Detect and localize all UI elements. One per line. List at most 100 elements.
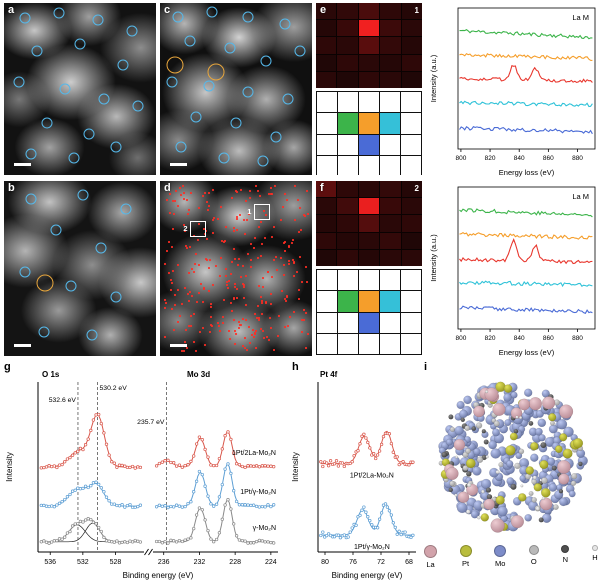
la-dot <box>191 267 194 270</box>
la-dot <box>262 286 265 288</box>
single-atom-circle <box>31 45 43 57</box>
la-dot <box>292 238 295 241</box>
la-dot <box>280 289 283 292</box>
grid-cell <box>338 155 358 175</box>
eels-spectra-plot-2: 800 820 840 860 880 Energy loss (eV) Intensity… <box>429 186 596 357</box>
la-dot <box>283 326 286 329</box>
grid-cell <box>401 270 421 291</box>
legend-label: Mo <box>494 559 506 568</box>
single-atom-circle <box>86 329 98 341</box>
svg-text:530.2 eV: 530.2 eV <box>100 385 128 392</box>
la-dot <box>208 330 211 333</box>
eels-spectra-plot-1: 800 820 840 860 880 Energy loss (eV) Intensity… <box>429 7 596 177</box>
la-dot <box>184 287 187 290</box>
la-dot <box>301 280 304 283</box>
la-dot <box>225 267 228 270</box>
grid-cell <box>359 134 379 155</box>
la-dot <box>305 311 308 314</box>
grid-cell <box>359 92 379 113</box>
single-atom-circle <box>68 152 80 164</box>
la-dot <box>304 214 307 217</box>
la-dot <box>242 318 245 321</box>
la-dot <box>254 346 257 349</box>
heatmap-cell <box>401 215 422 232</box>
la-dot <box>256 316 259 319</box>
svg-text:1Pt/2La-Mo₂N: 1Pt/2La-Mo₂N <box>350 473 394 480</box>
heatmap-cell <box>316 198 337 215</box>
svg-text:532.6 eV: 532.6 eV <box>49 397 77 404</box>
la-dot <box>279 219 282 222</box>
la-dot <box>280 257 283 260</box>
heatmap-cell <box>401 232 422 249</box>
la-dot <box>185 347 188 350</box>
la-dot <box>300 228 303 231</box>
la-dot <box>218 324 221 327</box>
la-dot <box>276 268 279 271</box>
la-dot <box>230 302 233 305</box>
grid-cell <box>338 291 358 312</box>
svg-text:532: 532 <box>77 559 89 566</box>
eels-map-panel-e: e 1 <box>316 3 424 175</box>
la-dot <box>261 299 264 302</box>
la-dot <box>186 212 189 215</box>
svg-text:68: 68 <box>405 559 413 566</box>
pixel-grid-2 <box>316 269 422 355</box>
la-dot <box>283 264 286 267</box>
panel-label-i: i <box>424 361 428 373</box>
heatmap-cell <box>401 20 422 37</box>
svg-text:La M: La M <box>572 13 589 22</box>
la-dot <box>301 319 304 322</box>
grid-cell <box>317 134 337 155</box>
grid-cell <box>380 92 400 113</box>
atomic-model-cluster <box>438 381 588 533</box>
cluster-circle <box>166 56 184 74</box>
single-atom-circle <box>203 80 215 92</box>
la-dot <box>286 199 289 202</box>
la-dot <box>245 348 248 351</box>
single-atom-circle <box>117 59 129 71</box>
la-dot <box>287 260 290 263</box>
heatmap-cell <box>380 249 401 266</box>
la-dot <box>193 234 196 237</box>
la-dot <box>236 297 239 300</box>
single-atom-circle <box>25 193 37 204</box>
la-dot <box>210 324 213 327</box>
la-dot <box>256 305 259 308</box>
la-dot <box>231 196 234 199</box>
svg-text:228: 228 <box>229 559 241 566</box>
heatmap-cell <box>337 249 358 266</box>
single-atom-circle <box>110 141 122 153</box>
grid-cell <box>380 312 400 333</box>
heatmap-cell <box>380 37 401 54</box>
heatmap-cell <box>316 20 337 37</box>
la-dot <box>202 300 205 303</box>
stem-image-b: b <box>4 181 156 356</box>
la-dot <box>180 350 183 353</box>
la-dot <box>225 275 228 278</box>
la-dot <box>195 253 198 256</box>
svg-text:840: 840 <box>514 155 525 162</box>
la-dot <box>235 228 238 231</box>
la-dot <box>261 313 264 316</box>
la-dot <box>186 293 189 296</box>
grid-cell <box>359 333 379 354</box>
la-dot <box>283 273 286 276</box>
la-dot <box>168 193 171 196</box>
svg-text:1Pt/γ-Mo₂N: 1Pt/γ-Mo₂N <box>354 544 390 551</box>
la-dot <box>265 214 268 217</box>
la-dot <box>245 303 248 306</box>
la-dot <box>259 221 262 224</box>
grid-cell <box>401 92 421 113</box>
svg-text:76: 76 <box>349 559 357 566</box>
la-dot <box>177 288 180 291</box>
heatmap-cell <box>380 198 401 215</box>
la-dot <box>238 324 241 327</box>
single-atom-circle <box>190 111 202 123</box>
legend-label: La <box>426 560 435 569</box>
stem-image-a: a <box>4 3 156 175</box>
svg-text:72: 72 <box>377 559 385 566</box>
la-dot <box>170 281 173 284</box>
la-dot <box>239 323 242 326</box>
la-dot <box>301 330 304 333</box>
map-number-2: 2 <box>414 184 419 193</box>
